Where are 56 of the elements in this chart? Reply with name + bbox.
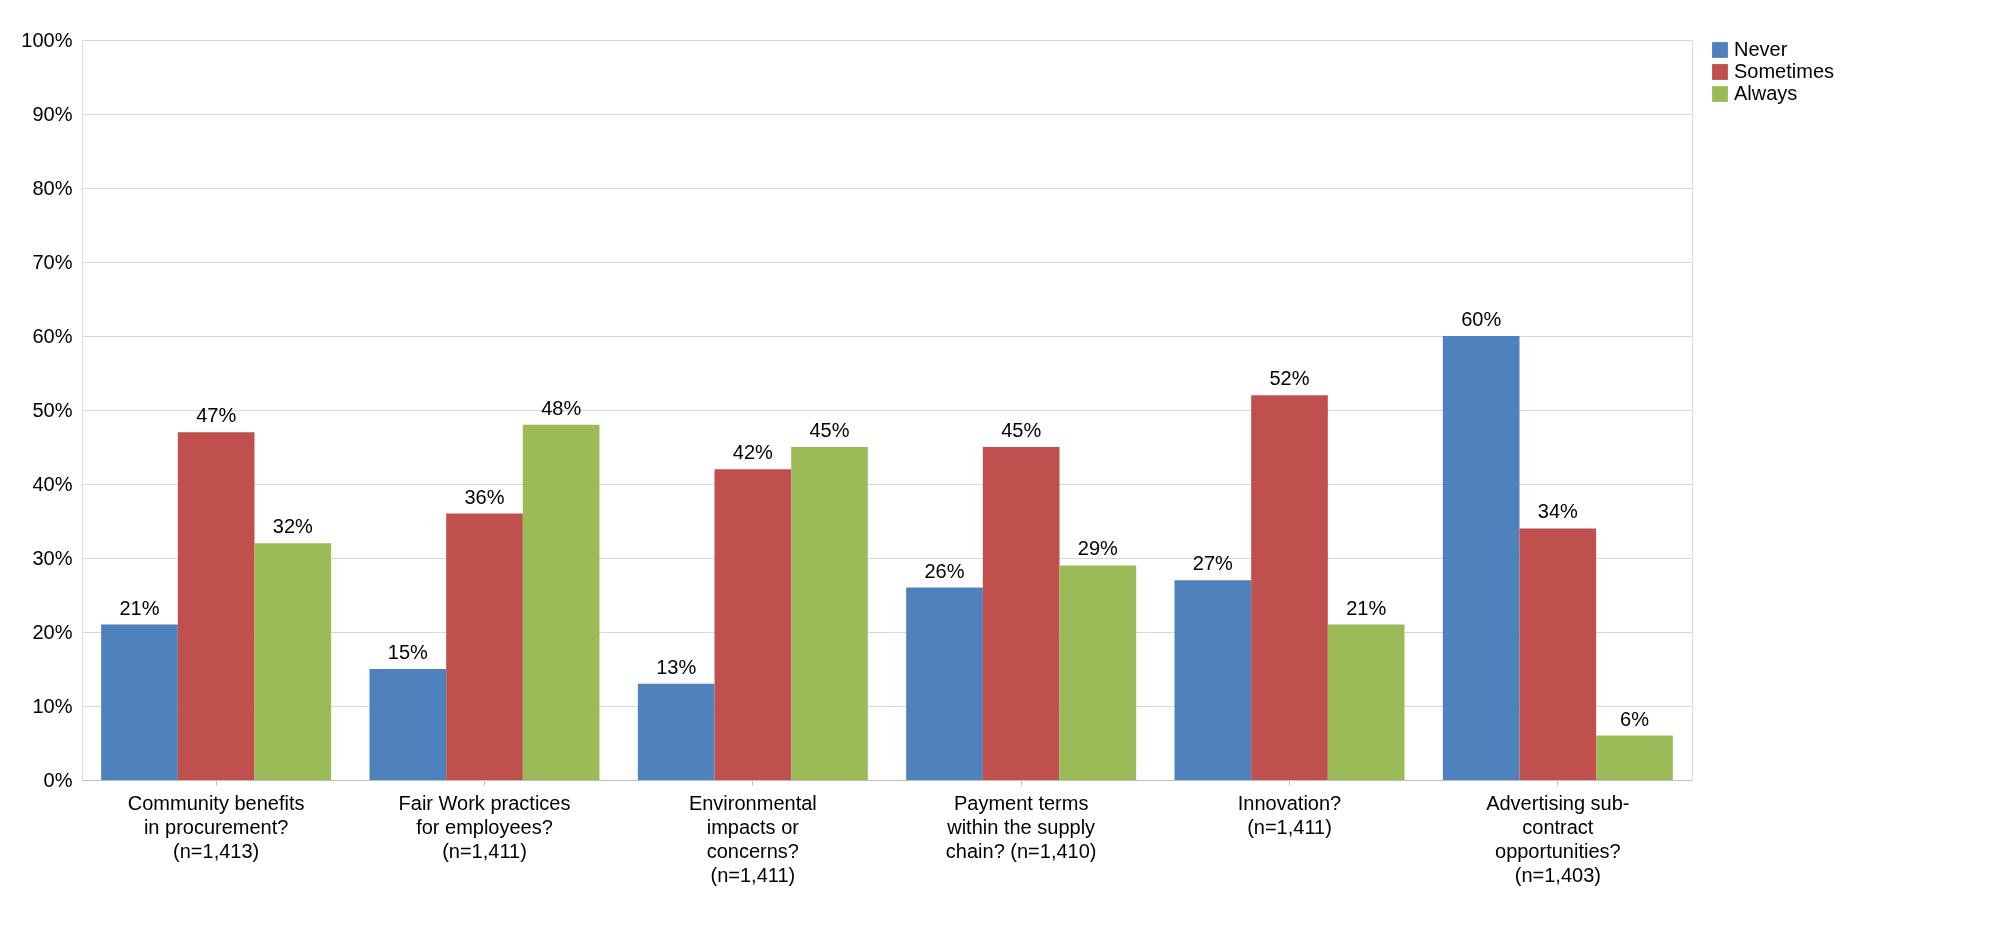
bar	[982, 447, 1060, 780]
x-tick-label: Fair Work practices for employees? (n=1,411)	[398, 791, 571, 862]
y-tick-label: 80%	[32, 176, 73, 199]
bar	[522, 424, 600, 780]
data-label: 45%	[1001, 419, 1042, 441]
bar	[1059, 565, 1137, 780]
y-tick-label: 20%	[32, 620, 73, 643]
data-label: 48%	[541, 396, 582, 419]
bar	[446, 513, 523, 780]
bar	[1442, 336, 1520, 780]
bar	[369, 669, 447, 780]
x-tick-label: Environmental impacts or concerns? (n=1,411)	[688, 791, 817, 886]
legend-label: Always	[1734, 82, 1798, 104]
data-label: 60%	[1461, 308, 1502, 330]
data-label: 13%	[656, 655, 697, 678]
y-tick-label: 60%	[32, 324, 73, 347]
x-tick-label: Innovation? (n=1,411)	[1237, 791, 1342, 838]
data-label: 45%	[809, 419, 850, 441]
bar	[637, 683, 715, 780]
data-label: 21%	[1346, 596, 1387, 619]
legend-label: Never	[1734, 38, 1788, 60]
data-label: 36%	[464, 485, 505, 508]
x-tick-label: Payment terms within the supply chain? (n=1,410)	[945, 791, 1097, 862]
y-tick-label: 10%	[32, 694, 73, 717]
y-tick-label: 100%	[21, 28, 73, 51]
bar	[791, 447, 868, 780]
bar	[906, 587, 983, 780]
bar	[714, 469, 792, 780]
y-tick-label: 40%	[32, 472, 73, 495]
bar	[1327, 624, 1405, 780]
data-label: 34%	[1537, 500, 1579, 523]
bar	[1174, 580, 1252, 780]
data-label: 29%	[1077, 537, 1119, 560]
bar	[177, 432, 255, 780]
data-label: 52%	[1269, 367, 1310, 390]
data-label: 27%	[1192, 552, 1234, 575]
bar	[1596, 735, 1673, 780]
x-tick-label: Community benefits in procurement? (n=1,413)	[127, 791, 305, 862]
y-tick-label: 50%	[32, 398, 73, 421]
bar	[101, 624, 178, 780]
y-tick-label: 90%	[32, 102, 73, 125]
x-tick-label: Advertising sub- contract opportunities? (n=1,403)	[1486, 791, 1630, 886]
legend-label: Sometimes	[1734, 60, 1835, 82]
data-label: 15%	[387, 641, 429, 663]
data-label: 42%	[732, 441, 774, 464]
y-tick-label: 70%	[32, 250, 73, 273]
data-label: 21%	[119, 596, 160, 619]
y-tick-label: 30%	[32, 546, 73, 569]
data-label: 6%	[1620, 707, 1650, 730]
data-label: 26%	[924, 559, 965, 582]
y-tick-label: 0%	[43, 768, 73, 791]
bar	[1251, 395, 1328, 780]
data-label: 32%	[272, 515, 314, 538]
data-label: 47%	[196, 404, 237, 427]
bar	[254, 543, 332, 780]
bar	[1519, 528, 1597, 780]
